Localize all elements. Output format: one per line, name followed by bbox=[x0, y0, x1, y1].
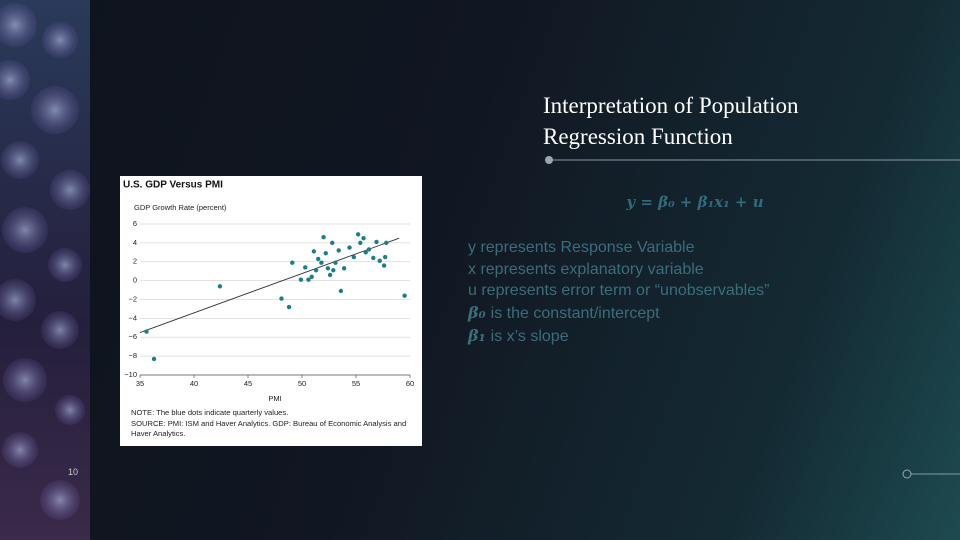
x-tick-label: 45 bbox=[244, 379, 252, 388]
page-number: 10 bbox=[68, 467, 79, 477]
data-point bbox=[327, 272, 333, 278]
bullet-text: is x’s slope bbox=[490, 327, 569, 345]
bullet-line: β₀ is the constant/intercept bbox=[468, 302, 769, 325]
data-point bbox=[217, 284, 223, 289]
data-point bbox=[306, 277, 311, 282]
note: SOURCE: PMI: ISM and Haver Analytics. GD… bbox=[131, 418, 407, 439]
bullet-line: β₁ is x’s slope bbox=[468, 325, 769, 348]
data-point bbox=[347, 245, 352, 250]
data-point bbox=[371, 255, 376, 261]
data-point bbox=[325, 266, 331, 271]
y-tick-label: −10 bbox=[124, 370, 137, 379]
x-tick-label: 55 bbox=[352, 379, 360, 388]
data-point bbox=[316, 256, 321, 262]
y-tick-label: 6 bbox=[133, 219, 137, 228]
equation: y = β₀ + β₁x₁ + u bbox=[626, 193, 764, 211]
x-tick-label: 35 bbox=[136, 379, 144, 388]
x-tick-label: 60 bbox=[406, 379, 414, 388]
data-point bbox=[358, 240, 363, 246]
data-point bbox=[338, 288, 344, 294]
bullet-list: y represents Response Variable x represen… bbox=[468, 237, 769, 348]
divider-dot bbox=[902, 469, 912, 479]
data-point bbox=[341, 266, 347, 271]
data-point bbox=[382, 254, 388, 260]
data-point bbox=[351, 254, 357, 260]
data-point bbox=[381, 263, 387, 268]
slide-title: Interpretation of Population Regression … bbox=[543, 93, 799, 149]
data-point bbox=[309, 274, 314, 280]
y-tick-label: 2 bbox=[133, 257, 137, 266]
bullet-text: x represents explanatory variable bbox=[468, 260, 704, 278]
bullet-text: u represents error term or “unobservable… bbox=[468, 282, 770, 300]
data-point bbox=[402, 293, 407, 298]
data-point bbox=[144, 329, 149, 334]
data-point bbox=[355, 232, 361, 237]
y-tick-label: 4 bbox=[133, 238, 137, 247]
data-point bbox=[303, 265, 308, 270]
data-point bbox=[330, 240, 335, 246]
y-tick-label: 0 bbox=[133, 276, 137, 285]
trend-line bbox=[139, 237, 400, 333]
symbol: β₁ bbox=[468, 325, 486, 345]
data-point bbox=[384, 240, 389, 246]
y-tick-label: −4 bbox=[128, 313, 137, 322]
data-point bbox=[319, 260, 324, 265]
x-axis-label: PMI bbox=[268, 394, 281, 403]
data-point bbox=[366, 247, 372, 252]
data-point bbox=[374, 239, 379, 245]
bokeh bbox=[0, 3, 90, 520]
y-tick-label: −6 bbox=[128, 332, 137, 341]
bullet-line: y represents Response Variable bbox=[468, 237, 769, 259]
data-point bbox=[279, 296, 284, 301]
data-point bbox=[311, 249, 317, 254]
data-point bbox=[286, 304, 292, 310]
data-point bbox=[298, 277, 304, 282]
y-tick-label: −2 bbox=[128, 294, 137, 303]
chart-title: U.S. GDP Versus PMI bbox=[123, 180, 223, 191]
bullet-line: u represents error term or “unobservable… bbox=[468, 280, 769, 302]
bullet-line: x represents explanatory variable bbox=[468, 259, 769, 281]
y-tick-label: −8 bbox=[128, 351, 137, 360]
data-point bbox=[323, 251, 328, 256]
data-point bbox=[331, 268, 336, 273]
bullet-text: is the constant/intercept bbox=[490, 305, 660, 323]
divider-dot bbox=[545, 156, 553, 164]
x-tick-label: 40 bbox=[190, 379, 198, 388]
chart-notes: NOTE: The blue dots indicate quarterly v… bbox=[131, 408, 421, 440]
note: NOTE: The blue dots indicate quarterly v… bbox=[131, 408, 289, 417]
data-point bbox=[377, 258, 382, 264]
symbol: β₀ bbox=[468, 303, 486, 323]
data-point bbox=[313, 268, 319, 273]
data-point bbox=[363, 250, 368, 255]
data-point bbox=[151, 356, 157, 362]
bullet-text: y represents Response Variable bbox=[468, 239, 695, 256]
data-point bbox=[336, 248, 341, 253]
data-point bbox=[333, 260, 338, 265]
data-point bbox=[321, 235, 326, 240]
y-axis-label: GDP Growth Rate (percent) bbox=[134, 203, 227, 212]
x-tick-label: 50 bbox=[298, 379, 306, 388]
chart-image bbox=[120, 176, 422, 446]
data-point bbox=[290, 260, 295, 265]
data-point bbox=[361, 235, 366, 241]
